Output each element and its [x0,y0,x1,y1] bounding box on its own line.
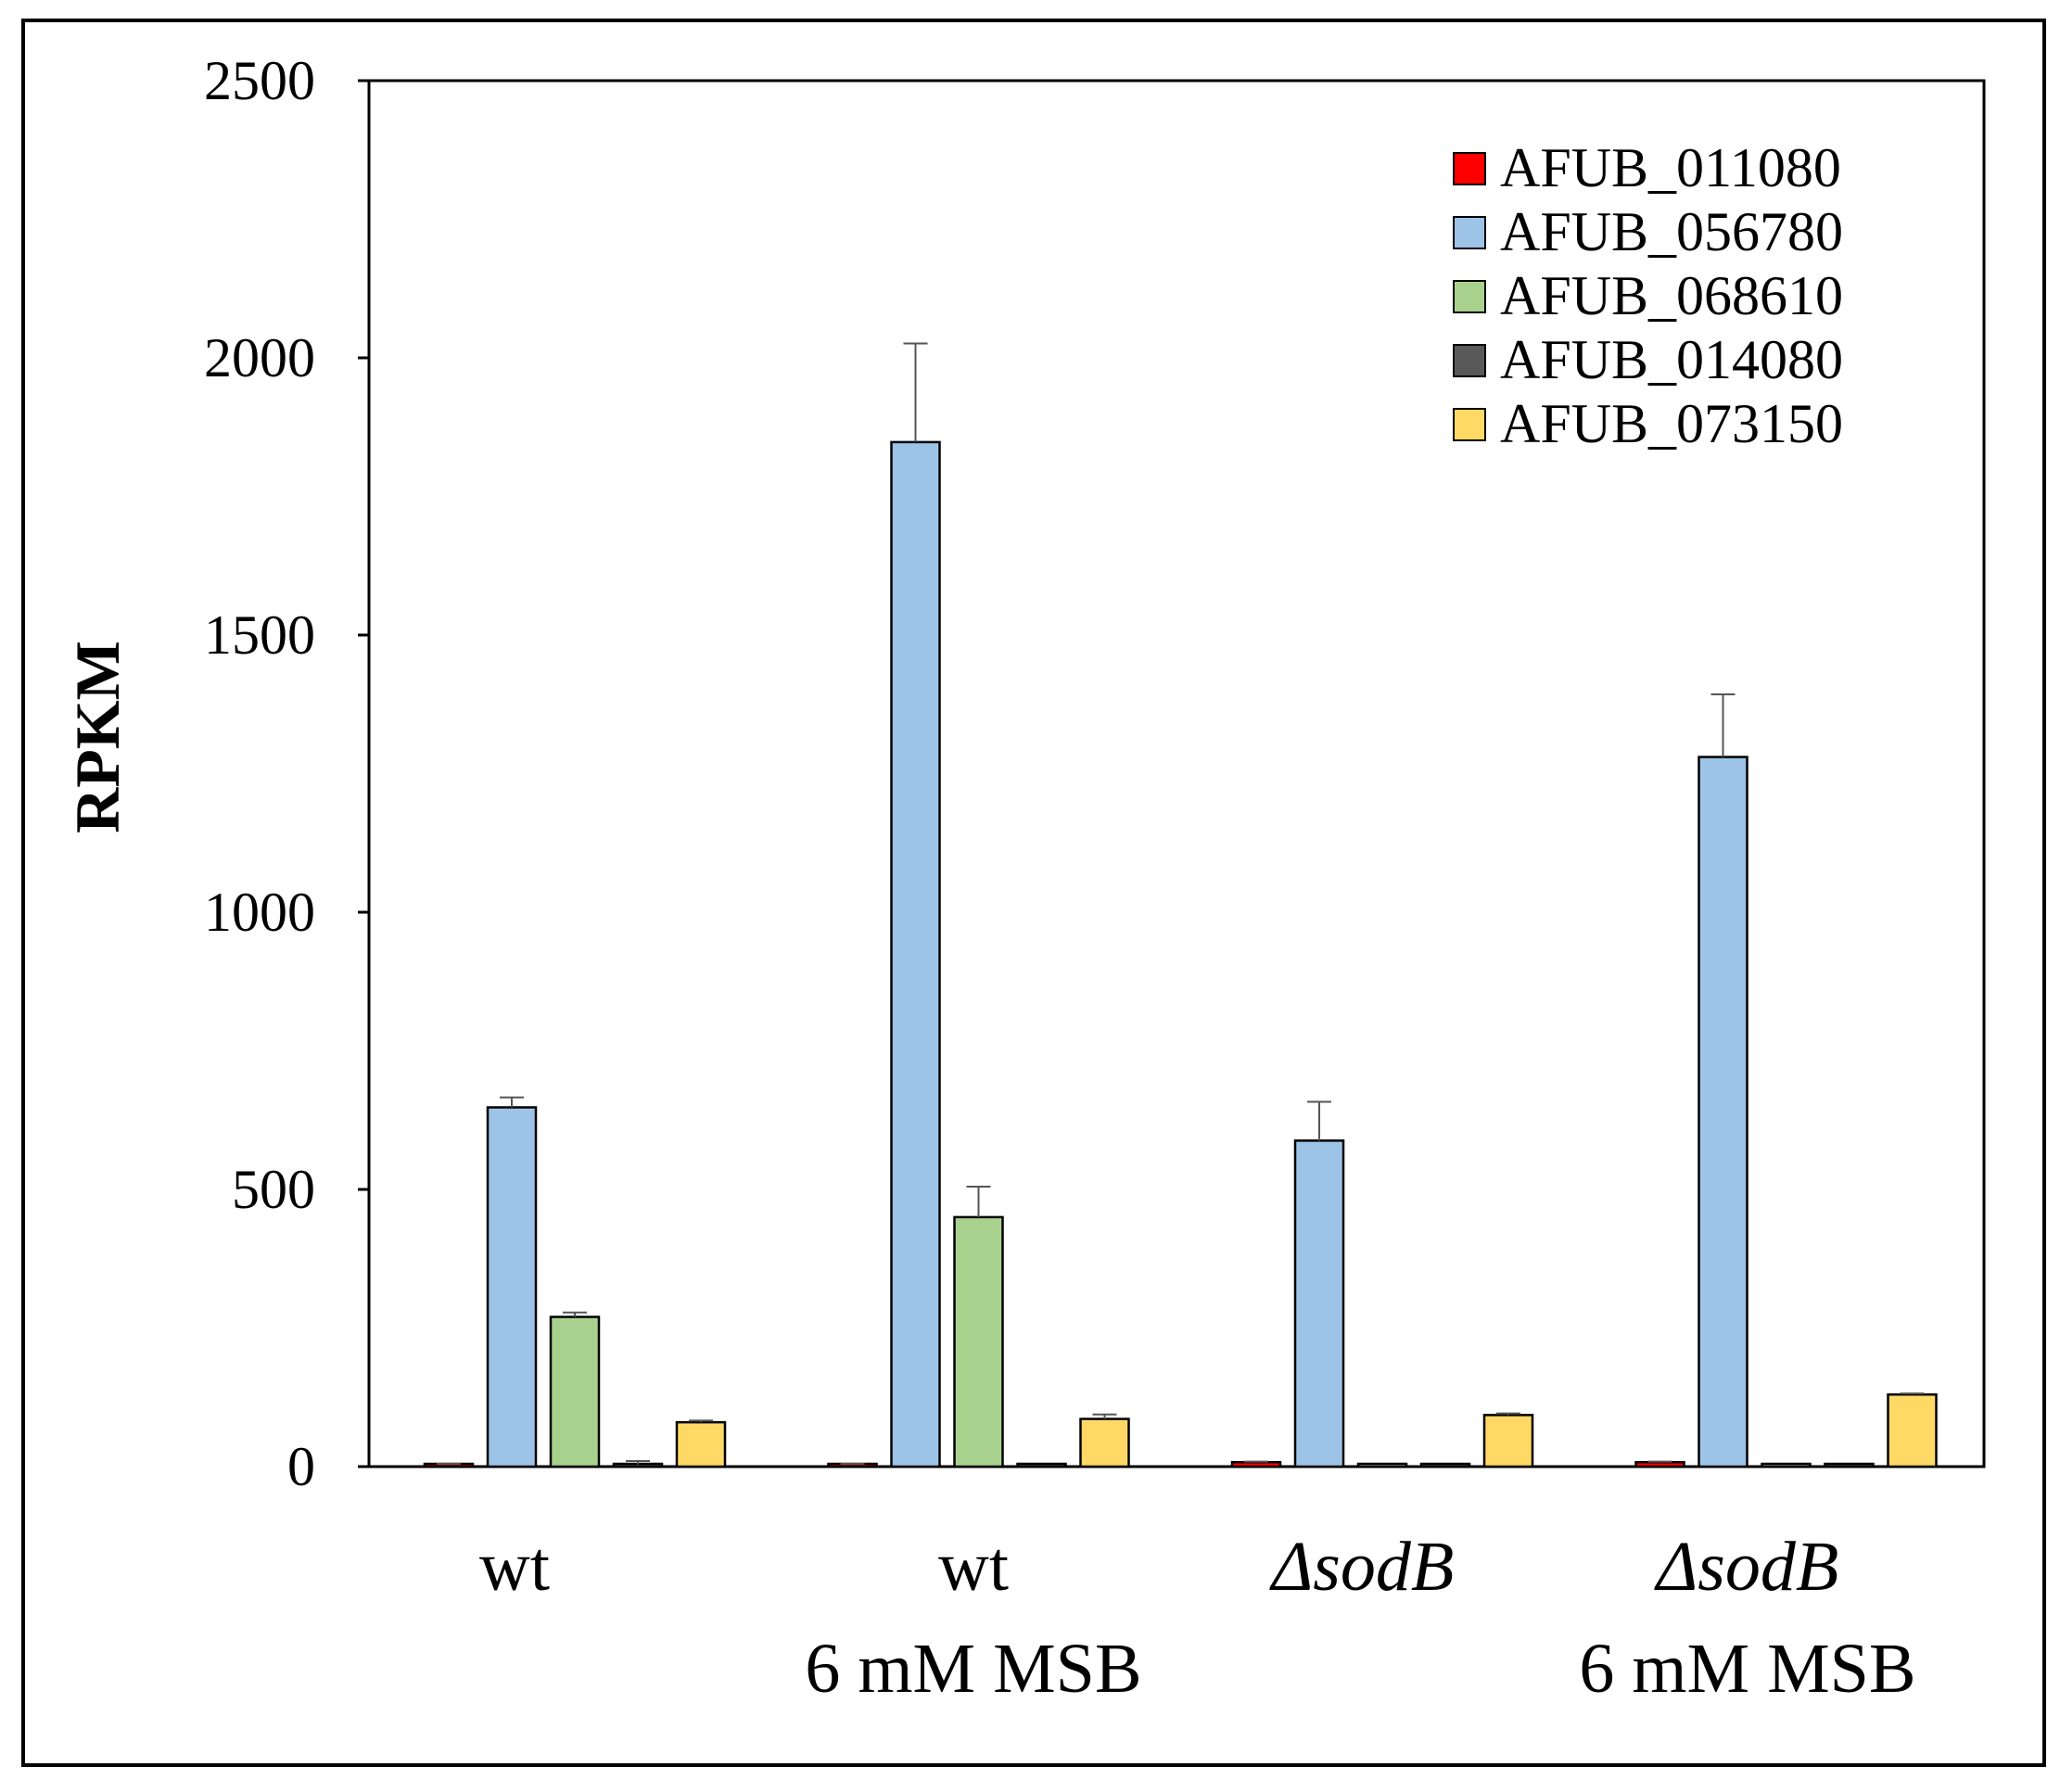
bar-AFUB_056780-2 [1293,1139,1345,1468]
bar-AFUB_068610-3 [1761,1462,1812,1468]
bar-AFUB_056780-1 [890,440,941,1468]
legend-swatch-1 [1453,216,1486,249]
bar-AFUB_073150-3 [1887,1393,1938,1468]
y-tick-label-1: 500 [232,1159,315,1220]
legend-label-0: AFUB_011080 [1500,137,1841,198]
y-tick-label-0: 0 [287,1436,315,1497]
y-tick-label-5: 2500 [204,50,315,111]
bar-AFUB_068610-0 [549,1315,601,1468]
y-axis: 0 500 1000 1500 2000 2500 [204,50,369,1497]
y-tick-label-2: 1000 [204,882,315,943]
bar-AFUB_014080-2 [1419,1462,1471,1468]
legend-label-1: AFUB_056780 [1500,201,1843,262]
legend: AFUB_011080AFUB_056780AFUB_068610AFUB_01… [1453,137,1843,454]
bar-AFUB_014080-1 [1016,1462,1067,1468]
x-category-sublabel-3: 6 mM MSB [1579,1630,1915,1708]
legend-label-4: AFUB_073150 [1500,393,1843,454]
y-tick-label-3: 1500 [204,604,315,666]
legend-swatch-3 [1453,344,1486,377]
x-category-label-3: ΔsodB [1654,1528,1839,1606]
y-axis-label: RPKM [62,641,133,833]
bars [423,342,1938,1468]
bar-AFUB_056780-3 [1698,756,1748,1468]
legend-label-2: AFUB_068610 [1500,265,1843,326]
bar-AFUB_073150-1 [1079,1417,1130,1468]
x-category-label-0: wt [479,1528,550,1606]
bar-AFUB_068610-2 [1356,1462,1408,1468]
y-tick-label-4: 2000 [204,327,315,388]
bar-AFUB_014080-3 [1824,1462,1875,1468]
legend-swatch-2 [1453,280,1486,313]
bar-AFUB_011080-3 [1634,1460,1685,1468]
bar-AFUB_073150-0 [675,1420,727,1468]
bar-AFUB_011080-2 [1230,1460,1282,1468]
x-category-label-2: ΔsodB [1269,1528,1455,1606]
legend-swatch-4 [1453,408,1486,441]
x-category-sublabel-1: 6 mM MSB [805,1630,1141,1708]
legend-swatch-0 [1453,152,1486,185]
legend-label-3: AFUB_014080 [1500,329,1843,390]
bar-AFUB_073150-2 [1482,1414,1534,1468]
bar-AFUB_068610-1 [953,1215,1004,1468]
bar-AFUB_056780-0 [486,1106,538,1468]
x-category-label-1: wt [938,1528,1009,1606]
x-axis: wt wt 6 mM MSB ΔsodB ΔsodB 6 mM MSB [479,1528,1916,1708]
